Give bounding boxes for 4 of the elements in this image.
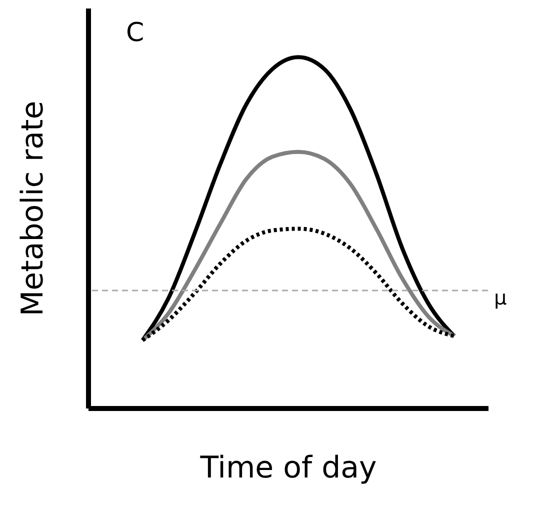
ref-line-label: μ: [494, 285, 507, 310]
y-axis-title: Metabolic rate: [16, 100, 50, 316]
x-axis-title: Time of day: [199, 450, 377, 486]
text: C: [126, 18, 144, 48]
